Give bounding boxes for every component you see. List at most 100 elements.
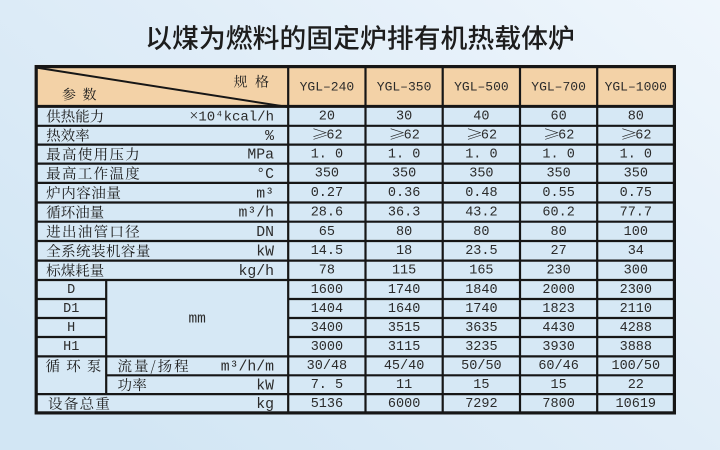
svg-text:2110: 2110 (620, 302, 652, 317)
svg-text:1. 0: 1. 0 (542, 148, 574, 163)
svg-text:80: 80 (396, 225, 412, 240)
svg-text:kW: kW (256, 244, 274, 260)
svg-text:6000: 6000 (388, 397, 420, 412)
svg-text:62: 62 (326, 129, 342, 144)
svg-text:60.2: 60.2 (542, 206, 574, 221)
svg-text:×10⁴kcal/h: ×10⁴kcal/h (189, 108, 274, 126)
svg-text:80: 80 (628, 110, 644, 125)
svg-text:165: 165 (469, 264, 493, 279)
svg-text:1740: 1740 (465, 302, 497, 317)
svg-text:350: 350 (624, 167, 648, 182)
svg-text:60: 60 (550, 110, 566, 125)
svg-text:1. 0: 1. 0 (465, 148, 497, 163)
svg-text:300: 300 (624, 264, 648, 279)
svg-text:3888: 3888 (620, 340, 652, 355)
svg-text:350: 350 (315, 167, 339, 182)
svg-text:3235: 3235 (465, 340, 497, 355)
svg-text:40: 40 (473, 110, 489, 125)
svg-text:62: 62 (635, 129, 651, 144)
svg-text:30: 30 (396, 110, 412, 125)
svg-text:4288: 4288 (620, 321, 652, 336)
svg-text:7. 5: 7. 5 (311, 378, 343, 393)
svg-text:20: 20 (319, 110, 335, 125)
svg-text:kW: kW (256, 378, 274, 394)
svg-text:0.48: 0.48 (465, 186, 497, 201)
svg-text:0.75: 0.75 (620, 186, 652, 201)
svg-text:350: 350 (469, 167, 493, 182)
svg-text:m³/h: m³/h (238, 206, 274, 222)
svg-text:1. 0: 1. 0 (311, 148, 343, 163)
svg-text:kg: kg (256, 397, 274, 413)
svg-text:100: 100 (624, 225, 648, 240)
svg-text:YGL–240: YGL–240 (300, 80, 355, 95)
svg-text:D: D (67, 283, 75, 298)
svg-text:3635: 3635 (465, 321, 497, 336)
svg-text:65: 65 (319, 225, 335, 240)
svg-text:2000: 2000 (542, 283, 574, 298)
svg-text:28.6: 28.6 (311, 206, 343, 221)
svg-text:78: 78 (319, 264, 335, 279)
svg-text:D1: D1 (63, 302, 79, 317)
svg-text:YGL–350: YGL–350 (377, 80, 432, 95)
svg-text:36.3: 36.3 (388, 206, 420, 221)
svg-text:kg/h: kg/h (238, 264, 274, 280)
svg-text:3400: 3400 (311, 321, 343, 336)
svg-text:0.27: 0.27 (311, 186, 343, 201)
svg-text:3930: 3930 (542, 340, 574, 355)
svg-text:62: 62 (404, 129, 420, 144)
svg-text:115: 115 (392, 264, 416, 279)
svg-text:7800: 7800 (542, 397, 574, 412)
svg-text:43.2: 43.2 (465, 206, 497, 221)
svg-text:10619: 10619 (616, 397, 657, 412)
svg-text:62: 62 (558, 129, 574, 144)
svg-text:1740: 1740 (388, 283, 420, 298)
svg-text:7292: 7292 (465, 397, 497, 412)
svg-text:°C: °C (256, 167, 274, 183)
svg-text:15: 15 (550, 378, 566, 393)
svg-text:11: 11 (396, 378, 412, 393)
svg-text:80: 80 (550, 225, 566, 240)
svg-text:50/50: 50/50 (461, 359, 502, 374)
svg-text:1. 0: 1. 0 (620, 148, 652, 163)
svg-text:23.5: 23.5 (465, 244, 497, 259)
svg-text:350: 350 (546, 167, 570, 182)
svg-text:m³: m³ (256, 186, 274, 202)
svg-text:%: % (265, 129, 274, 145)
svg-text:60/46: 60/46 (538, 359, 579, 374)
svg-text:18: 18 (396, 244, 412, 259)
svg-text:77.7: 77.7 (620, 206, 652, 221)
svg-text:27: 27 (550, 244, 566, 259)
svg-text:1. 0: 1. 0 (388, 148, 420, 163)
svg-text:350: 350 (392, 167, 416, 182)
svg-text:H: H (67, 321, 75, 336)
svg-text:34: 34 (628, 244, 644, 259)
svg-text:14.5: 14.5 (311, 244, 343, 259)
svg-text:MPa: MPa (247, 148, 274, 164)
svg-text:YGL–1000: YGL–1000 (605, 80, 667, 95)
svg-text:22: 22 (628, 378, 644, 393)
svg-text:1600: 1600 (311, 283, 343, 298)
svg-text:3000: 3000 (311, 340, 343, 355)
svg-text:YGL–700: YGL–700 (531, 80, 586, 95)
svg-text:DN: DN (256, 225, 274, 241)
svg-text:62: 62 (481, 129, 497, 144)
svg-text:mm: mm (188, 311, 205, 327)
svg-text:1404: 1404 (311, 302, 343, 317)
svg-text:15: 15 (473, 378, 489, 393)
svg-text:0.36: 0.36 (388, 186, 420, 201)
svg-text:4430: 4430 (542, 321, 574, 336)
svg-text:80: 80 (473, 225, 489, 240)
svg-text:45/40: 45/40 (384, 359, 425, 374)
svg-text:1823: 1823 (542, 302, 574, 317)
svg-text:H1: H1 (63, 340, 79, 355)
svg-text:100/50: 100/50 (611, 359, 660, 374)
svg-text:0.55: 0.55 (542, 186, 574, 201)
svg-text:YGL–500: YGL–500 (454, 80, 509, 95)
svg-text:1640: 1640 (388, 302, 420, 317)
svg-text:5136: 5136 (311, 397, 343, 412)
svg-text:m³/h/m: m³/h/m (221, 360, 274, 376)
svg-text:3115: 3115 (388, 340, 420, 355)
svg-text:1840: 1840 (465, 283, 497, 298)
svg-text:230: 230 (546, 264, 570, 279)
svg-text:30/48: 30/48 (307, 359, 348, 374)
